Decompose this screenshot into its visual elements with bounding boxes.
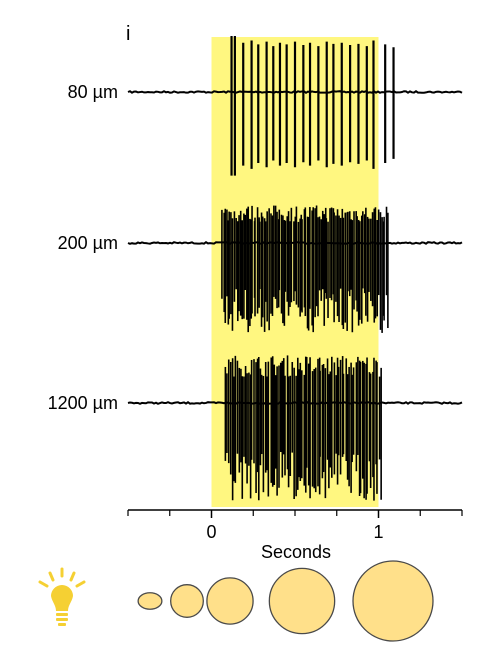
- bulb-ray: [75, 580, 86, 588]
- trace-label: 1200 µm: [48, 393, 118, 413]
- trace: [127, 36, 463, 176]
- bulb-ray: [69, 571, 76, 582]
- spot-size-circle: [352, 560, 434, 642]
- spot-size-circle: [137, 592, 163, 610]
- bulb-base: [58, 623, 66, 626]
- x-axis-label: Seconds: [261, 542, 331, 562]
- bulb-base: [56, 613, 68, 616]
- row-labels-group: 80 µm 200 µm 1200 µm: [48, 82, 118, 413]
- x-tick-label: 1: [373, 522, 383, 542]
- spot-size-circle: [170, 584, 204, 618]
- bulb-ray: [48, 571, 55, 582]
- panel-label: i: [126, 23, 130, 45]
- x-tick-label: 0: [206, 522, 216, 542]
- traces-group: [127, 36, 463, 501]
- spot-size-circle: [206, 577, 254, 625]
- trace: [127, 205, 463, 333]
- bulb-glass: [51, 585, 73, 611]
- trace: [127, 355, 463, 501]
- spot-size-legend: [137, 560, 434, 642]
- bulb-base: [56, 618, 68, 621]
- trace-baseline: [127, 400, 463, 405]
- trace-label: 200 µm: [58, 233, 118, 253]
- bulb-ray: [38, 580, 49, 588]
- trace-label: 80 µm: [68, 82, 118, 102]
- spot-size-circle: [268, 567, 336, 635]
- lightbulb-icon: [38, 567, 86, 626]
